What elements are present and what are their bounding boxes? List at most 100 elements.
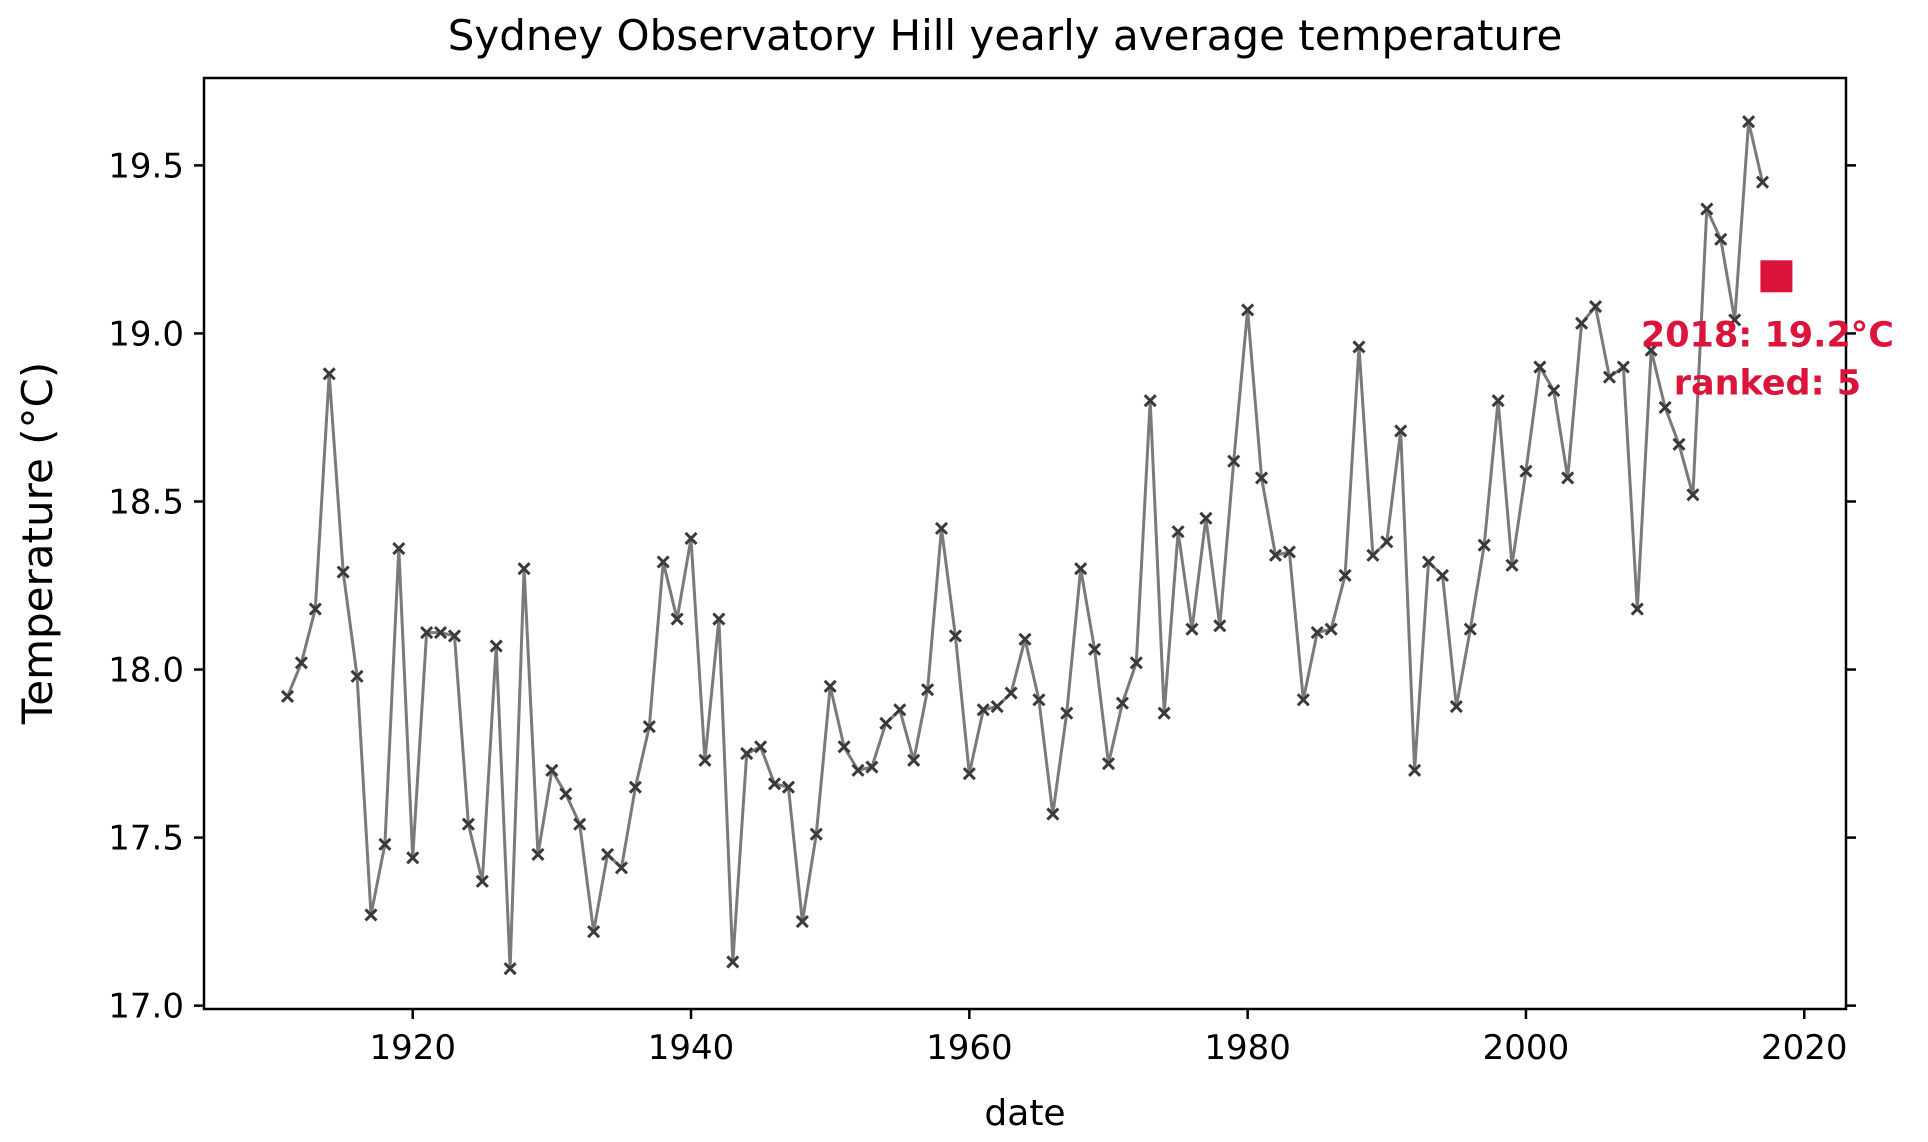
data-point xyxy=(1714,232,1728,246)
data-point xyxy=(1463,622,1477,636)
data-point xyxy=(1366,548,1380,562)
data-point xyxy=(322,367,336,381)
data-point xyxy=(1755,175,1770,189)
data-point xyxy=(294,656,308,670)
data-point xyxy=(837,740,851,754)
data-point xyxy=(447,629,462,643)
data-point xyxy=(406,851,420,865)
data-point xyxy=(392,541,406,556)
data-point xyxy=(1742,115,1756,129)
data-point xyxy=(1352,340,1366,354)
data-point xyxy=(1171,525,1185,539)
data-point xyxy=(1728,313,1742,327)
data-point xyxy=(517,562,531,576)
data-point xyxy=(1088,642,1102,656)
x-tick-label: 1960 xyxy=(926,1028,1013,1068)
data-point xyxy=(795,915,809,929)
data-point xyxy=(1129,656,1143,670)
data-point xyxy=(893,703,907,717)
data-point xyxy=(1032,693,1046,707)
data-point xyxy=(1630,602,1644,616)
data-point xyxy=(587,925,601,939)
data-point xyxy=(1435,568,1450,582)
data-point xyxy=(1268,548,1283,562)
data-point xyxy=(1408,763,1422,777)
data-point xyxy=(475,874,489,888)
data-point xyxy=(308,602,322,616)
data-point xyxy=(1213,619,1227,633)
data-point xyxy=(754,740,768,754)
data-point xyxy=(1227,454,1241,468)
data-point xyxy=(336,565,350,579)
data-point xyxy=(420,626,434,640)
data-point xyxy=(1101,757,1116,771)
data-point xyxy=(1254,471,1269,485)
data-point xyxy=(698,753,712,767)
data-point xyxy=(1074,562,1088,576)
data-point xyxy=(1672,437,1686,451)
data-point xyxy=(976,703,990,717)
data-point xyxy=(684,531,698,546)
data-point xyxy=(656,555,670,569)
data-point xyxy=(1324,622,1338,636)
data-point xyxy=(1004,686,1018,700)
data-point xyxy=(851,763,865,777)
data-point xyxy=(823,679,837,693)
data-point xyxy=(990,699,1004,714)
data-point xyxy=(1561,471,1575,485)
data-point xyxy=(1060,706,1074,720)
data-point xyxy=(614,861,629,875)
plot-area: 1920 1940 1960 1980 2000 2020 17.0 17.5 18.0 18.… xyxy=(108,76,1856,1068)
data-point xyxy=(280,689,295,703)
data-point xyxy=(1380,535,1394,549)
y-tick-label: 19.5 xyxy=(108,146,184,186)
data-point xyxy=(1547,384,1561,398)
data-point xyxy=(934,521,949,535)
highlight-label-rank: ranked: 5 xyxy=(1674,363,1861,403)
data-point xyxy=(378,837,392,851)
highlight-marker xyxy=(1760,260,1793,293)
data-point xyxy=(1282,545,1296,559)
data-point xyxy=(1046,807,1060,821)
x-tick-label: 1940 xyxy=(648,1028,735,1068)
data-point xyxy=(1477,538,1491,552)
data-point xyxy=(1143,394,1157,408)
data-point xyxy=(433,626,448,640)
data-point xyxy=(364,908,378,922)
data-point xyxy=(1241,303,1255,317)
data-point xyxy=(1185,622,1199,636)
chart-title: Sydney Observatory Hill yearly average t… xyxy=(448,11,1563,60)
data-point xyxy=(879,716,893,730)
data-point xyxy=(1394,424,1408,438)
data-point xyxy=(1700,202,1714,216)
data-point xyxy=(1588,299,1603,314)
y-tick-label: 17.5 xyxy=(108,819,184,859)
data-point xyxy=(1658,400,1672,414)
data-point xyxy=(921,683,935,697)
data-point xyxy=(503,962,517,976)
data-point xyxy=(767,777,782,791)
y-tick-label: 19.0 xyxy=(108,314,184,354)
data-point xyxy=(1686,488,1700,502)
data-point xyxy=(1644,343,1658,357)
data-point xyxy=(1338,568,1352,582)
series-line xyxy=(286,121,1764,969)
data-point xyxy=(1505,558,1519,572)
y-axis: 17.0 17.5 18.0 18.5 19.0 19.5 xyxy=(108,146,1856,1027)
data-point xyxy=(489,639,503,653)
data-point xyxy=(1421,555,1436,569)
data-point xyxy=(781,780,796,794)
data-point xyxy=(1491,394,1505,408)
data-point xyxy=(670,612,684,626)
y-axis-label: Temperature (°C) xyxy=(13,362,62,726)
data-point xyxy=(600,847,615,861)
data-point xyxy=(1449,699,1463,714)
x-tick-label: 1980 xyxy=(1204,1028,1291,1068)
data-point xyxy=(628,780,642,794)
data-point xyxy=(962,767,976,781)
highlight-label-value: 2018: 19.2°C xyxy=(1641,315,1894,355)
data-point xyxy=(809,827,823,841)
data-point xyxy=(726,955,740,969)
x-tick-label: 1920 xyxy=(369,1028,456,1068)
